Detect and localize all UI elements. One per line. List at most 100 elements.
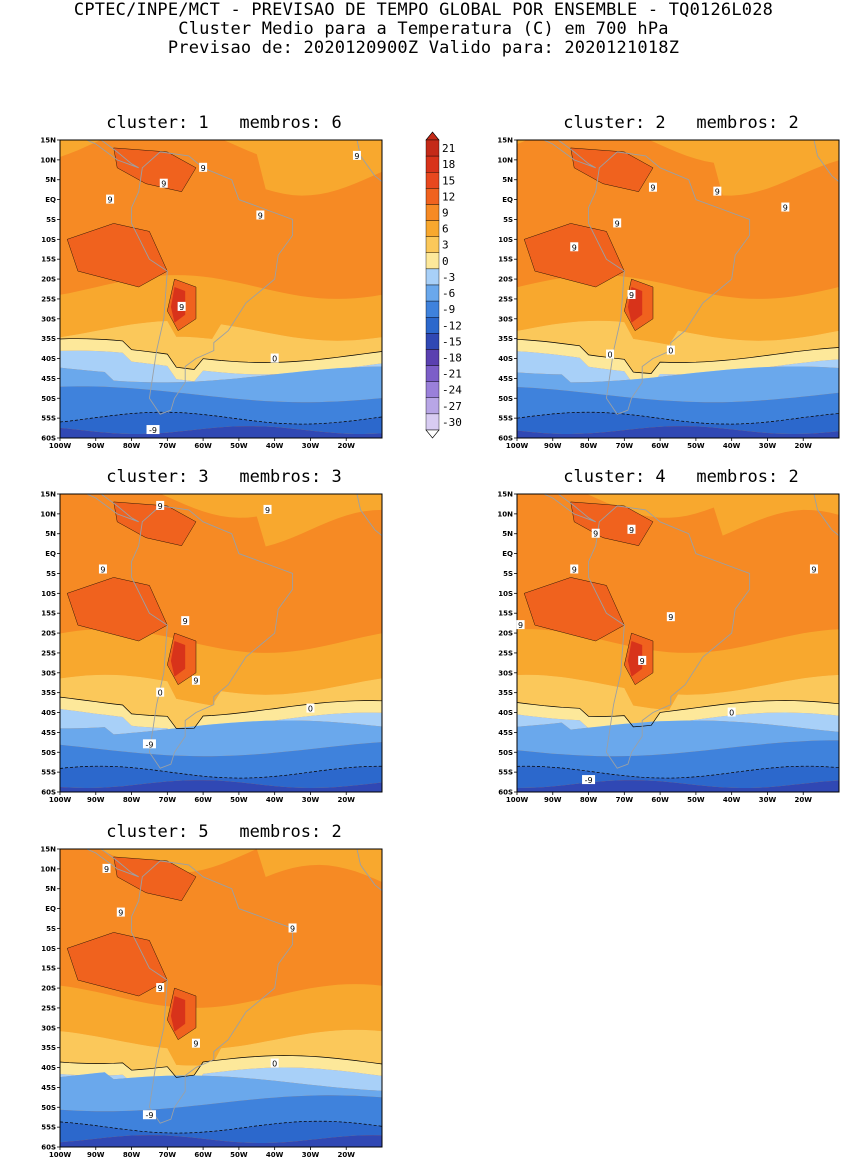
- colorbar-label: 15: [442, 174, 455, 187]
- map-panel-1: 15N 10N 5N EQ 5S 10S 15S 20S 25S 30S 35S 40S 45S 50S 5…: [40, 137, 383, 450]
- lat-label: 40S: [498, 355, 513, 363]
- lat-label: 10N: [40, 865, 56, 873]
- lat-label: 60S: [41, 789, 56, 797]
- contour-label-bg: [199, 162, 208, 172]
- warm-region-2: [113, 147, 197, 192]
- lat-label: 10S: [498, 236, 513, 244]
- lon-label: 80W: [580, 796, 598, 804]
- lat-label: 30S: [41, 315, 56, 323]
- lat-label: 55S: [41, 415, 56, 423]
- lat-label: 15S: [41, 256, 56, 264]
- contour-label-bg: [116, 907, 125, 917]
- lon-label: 60W: [194, 796, 212, 804]
- contour-label: 9: [104, 865, 109, 874]
- lon-label: 80W: [123, 1151, 141, 1157]
- contour-label-bg: [648, 182, 657, 192]
- south-america-outline: [588, 505, 751, 769]
- band-m15-m12: [60, 426, 382, 438]
- lat-label: 60S: [498, 789, 513, 797]
- lat-label: 15N: [497, 137, 513, 145]
- contour-label-bg: [627, 289, 636, 299]
- contour-label: 9: [265, 506, 270, 515]
- colorbar-top-arrow: [425, 131, 440, 141]
- lon-label: 100W: [49, 1151, 72, 1157]
- contour-label-bg: [142, 739, 156, 749]
- map-frame: [59, 139, 383, 439]
- contour-label-bg: [627, 524, 636, 534]
- panel-title-1: cluster: 1 membros: 6: [106, 113, 342, 133]
- contour-label: 9: [201, 164, 206, 173]
- band-3-6: [60, 1029, 382, 1078]
- contour-label-bg: [516, 620, 525, 630]
- lat-label: 15N: [40, 137, 56, 145]
- contour-label-bg: [156, 983, 165, 993]
- panel-title-2: cluster: 2 membros: 2: [563, 113, 799, 133]
- africa-outline: [356, 849, 382, 892]
- contour-label-bg: [256, 210, 265, 220]
- band-m12-m9: [60, 766, 382, 788]
- colorbar-label: -21: [442, 368, 462, 381]
- contour-label-bg: [570, 564, 579, 574]
- lat-label: 5N: [45, 176, 56, 184]
- map-frame: [59, 848, 383, 1148]
- temperature-field: [517, 140, 839, 438]
- lat-label: EQ: [45, 550, 56, 558]
- colorbar-swatch: [425, 317, 440, 334]
- central-america-outline: [85, 140, 139, 169]
- colorbar-label: -12: [442, 319, 462, 332]
- band-m9-m6: [60, 742, 382, 779]
- lat-label: 30S: [41, 1024, 56, 1032]
- temperature-field: [60, 849, 382, 1147]
- band-m15-m12: [60, 780, 382, 792]
- header-line-2: Cluster Medio para a Temperatura (C) em …: [178, 19, 669, 39]
- south-america-outline: [131, 860, 294, 1124]
- band-6-9: [60, 629, 382, 706]
- contour-label-bg: [352, 150, 361, 160]
- colorbar-label: -15: [442, 335, 462, 348]
- contour-label-bg: [809, 564, 818, 574]
- contour-label-bg: [177, 301, 186, 311]
- band-m15-m12: [517, 426, 839, 438]
- colorbar-label: -3: [442, 271, 455, 284]
- contour-label-bg: [142, 1110, 156, 1120]
- lat-label: 35S: [498, 689, 513, 697]
- contour-label: 9: [179, 303, 184, 312]
- band-m12-m9: [517, 412, 839, 434]
- lon-label: 40W: [266, 442, 284, 450]
- lon-label: 70W: [616, 796, 634, 804]
- band-0-3: [60, 338, 382, 382]
- panel-title-3: cluster: 3 membros: 3: [106, 467, 342, 487]
- contour-label: 9: [572, 565, 577, 574]
- contour-label: 9: [615, 219, 620, 228]
- lon-label: 30W: [302, 796, 320, 804]
- lon-label: 50W: [230, 796, 248, 804]
- band-m15-m12: [60, 1135, 382, 1147]
- contour-line: [60, 696, 382, 729]
- colorbar-swatch: [425, 268, 440, 286]
- lon-label: 80W: [123, 796, 141, 804]
- lat-label: 35S: [498, 335, 513, 343]
- lon-label: 60W: [651, 796, 669, 804]
- lat-label: 45S: [41, 1084, 56, 1092]
- colorbar-swatch: [425, 236, 440, 253]
- lon-label: 20W: [337, 1151, 355, 1157]
- lat-label: 55S: [41, 769, 56, 777]
- contour-label-bg: [181, 616, 190, 626]
- colorbar-swatch: [425, 300, 440, 318]
- lon-label: 50W: [230, 1151, 248, 1157]
- lon-label: 90W: [87, 796, 105, 804]
- contour-label-bg: [781, 202, 790, 212]
- contour-label: 9: [193, 677, 198, 686]
- lon-label: 100W: [49, 442, 72, 450]
- contour-line: [517, 411, 839, 425]
- lon-label: 90W: [87, 1151, 105, 1157]
- lon-label: 90W: [87, 442, 105, 450]
- header: CPTEC/INPE/MCT - PREVISAO DE TEMPO GLOBA…: [0, 1, 847, 58]
- temperature-field: [60, 494, 382, 792]
- warm-region-2: [570, 147, 654, 192]
- colorbar-label: -6: [442, 287, 455, 300]
- warm-region-2: [570, 501, 654, 546]
- band-m3-0: [517, 351, 839, 386]
- lat-label: 50S: [498, 395, 513, 403]
- central-america-outline: [85, 849, 139, 878]
